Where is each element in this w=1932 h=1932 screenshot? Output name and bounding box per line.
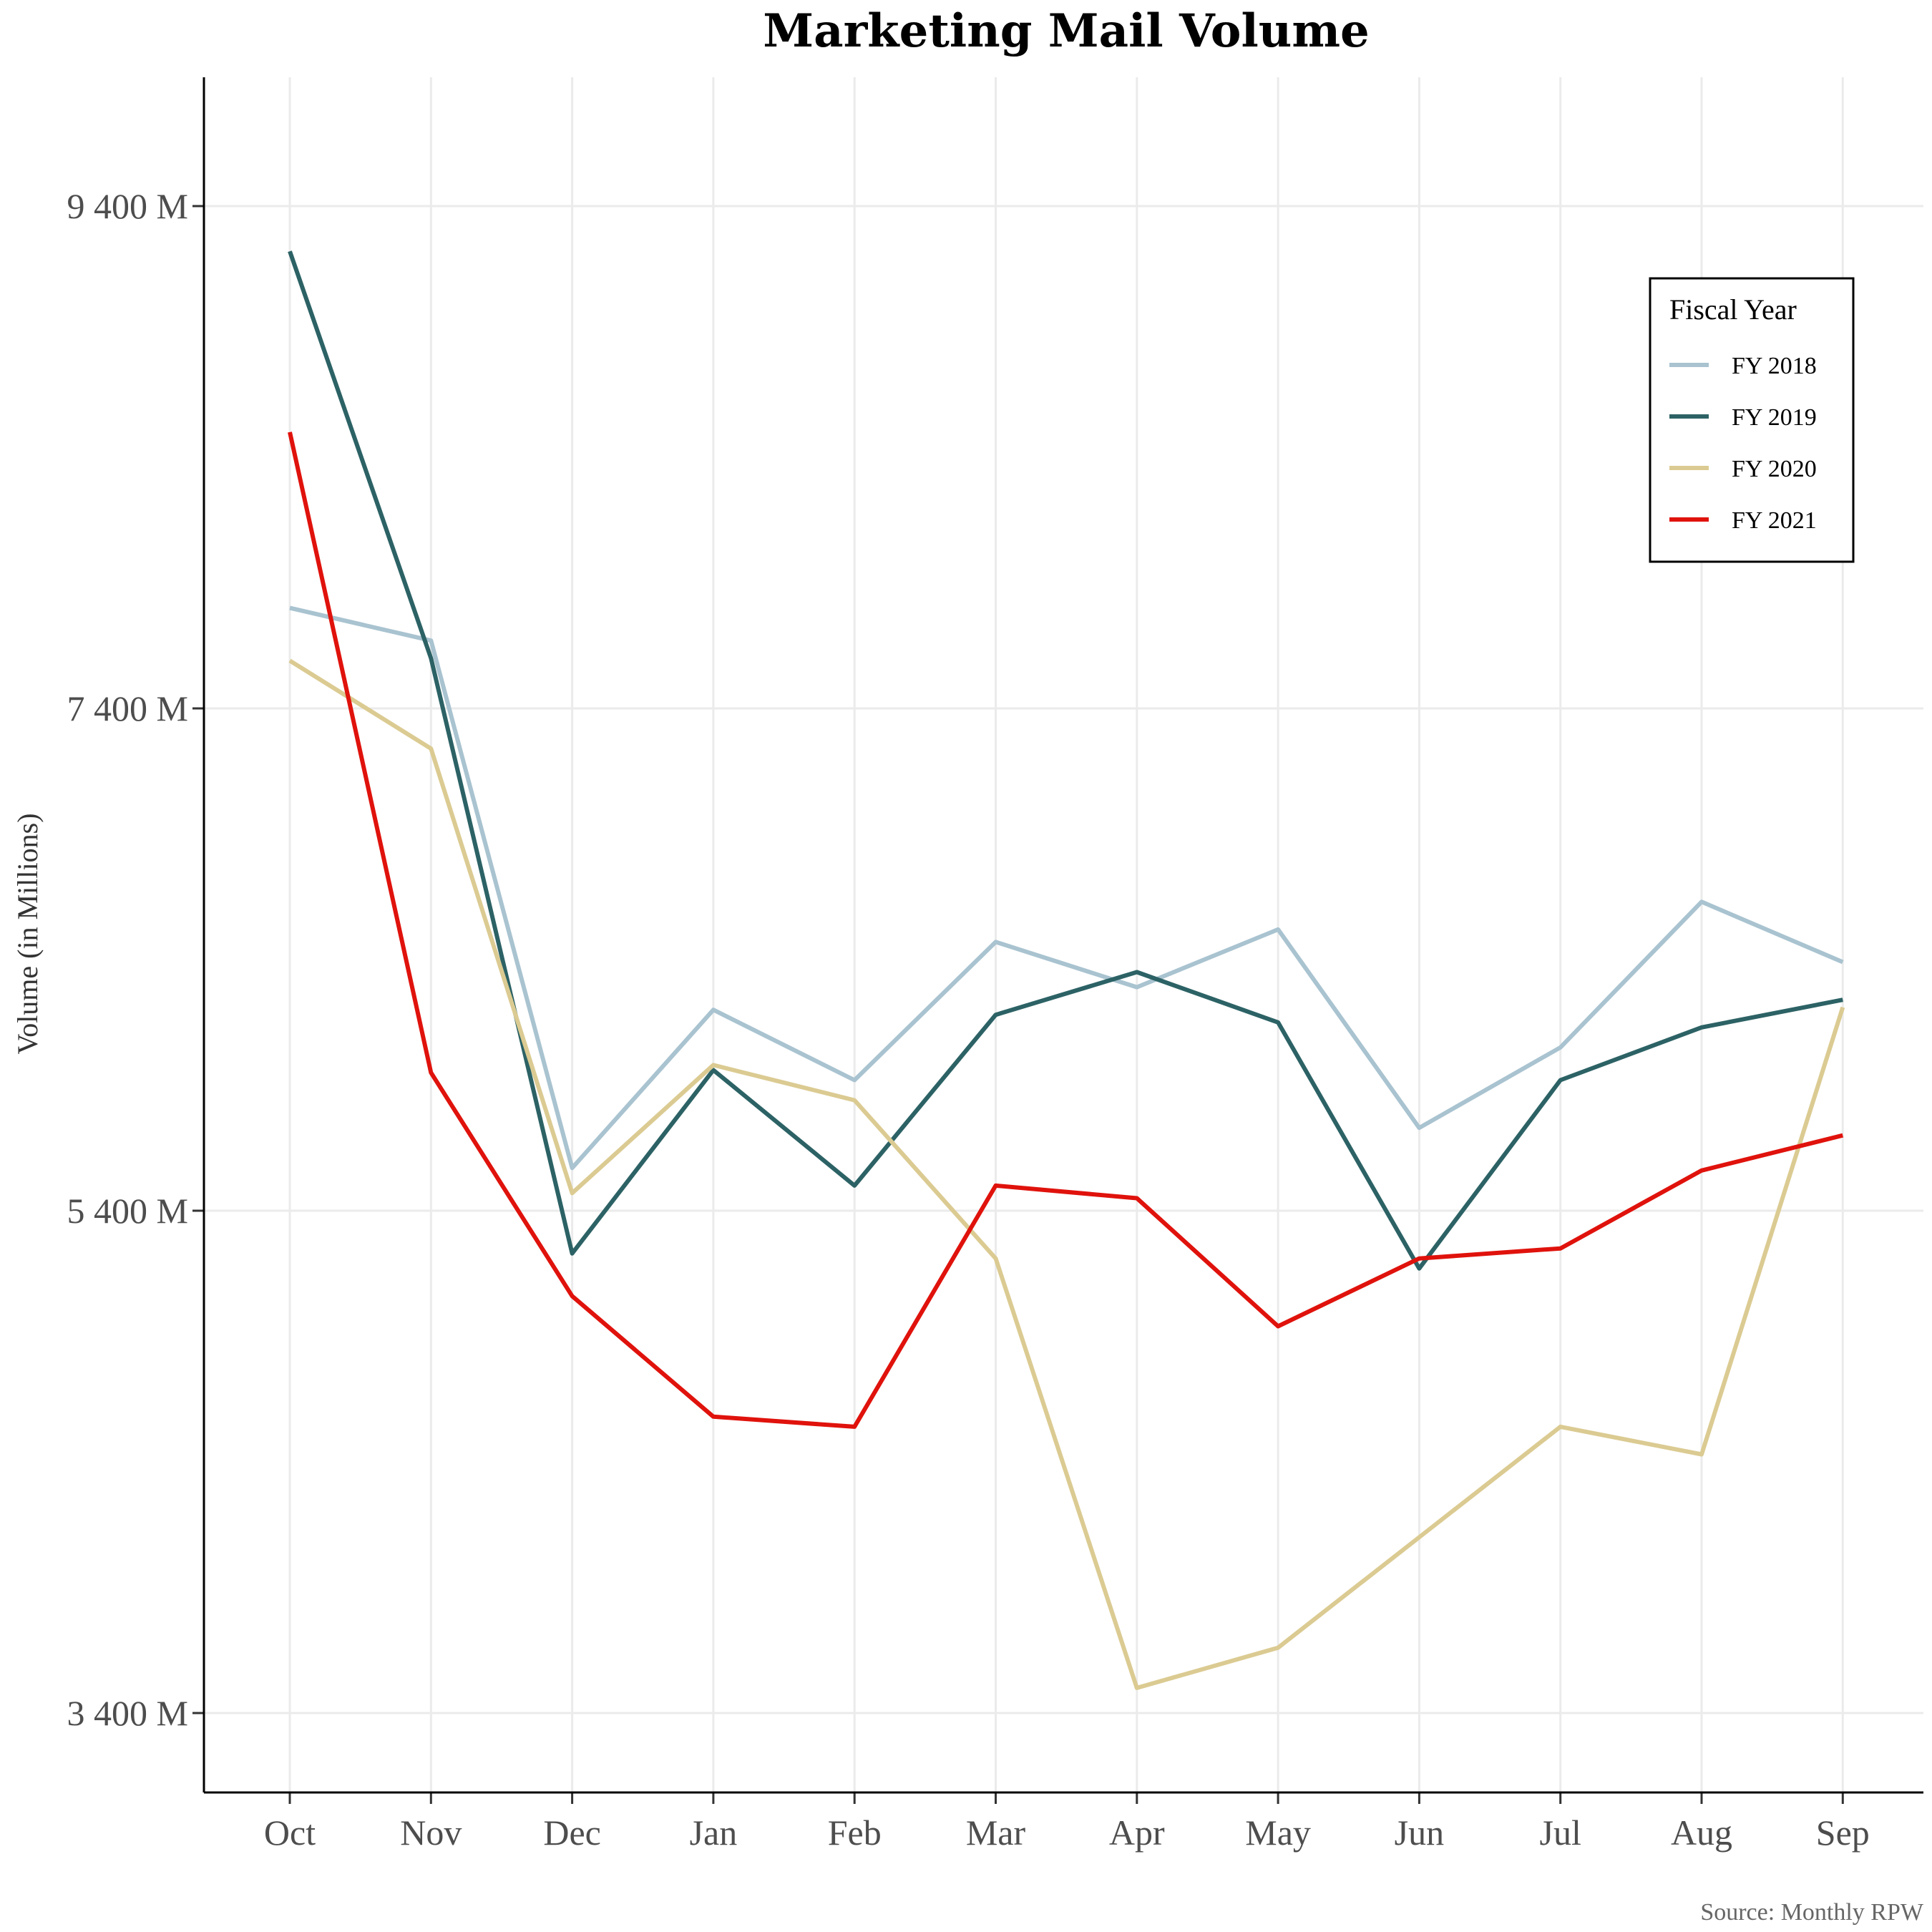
chart-title: Marketing Mail Volume	[763, 4, 1370, 58]
x-tick-label: Jul	[1540, 1813, 1581, 1853]
series-line-fy-2019	[288, 250, 1843, 1271]
x-tick-label: Apr	[1109, 1813, 1165, 1853]
x-tick-label: Mar	[966, 1813, 1026, 1853]
x-tick-label: Aug	[1671, 1813, 1732, 1853]
x-tick-label: Jan	[690, 1813, 738, 1853]
y-tick-label: 9 400 M	[67, 186, 188, 226]
legend-label-fy-2019: FY 2019	[1732, 404, 1817, 431]
series-line-fy-2018	[289, 605, 1844, 1171]
series-lines	[288, 250, 1845, 1690]
x-tick-label: May	[1245, 1813, 1311, 1853]
legend: Fiscal Year FY 2018 FY 2019 FY 2020 FY 2021	[1649, 277, 1855, 563]
x-tick-label: Dec	[543, 1813, 601, 1853]
legend-label-fy-2020: FY 2020	[1732, 456, 1817, 482]
x-tick-label: Jun	[1395, 1813, 1444, 1853]
y-tick-label: 3 400 M	[67, 1693, 188, 1733]
x-tick-label: Sep	[1816, 1813, 1870, 1853]
legend-title: Fiscal Year	[1669, 293, 1797, 326]
y-tick-label: 5 400 M	[67, 1191, 188, 1231]
legend-label-fy-2018: FY 2018	[1732, 353, 1817, 379]
legend-label-fy-2021: FY 2021	[1732, 507, 1817, 534]
y-tick-label: 7 400 M	[67, 688, 188, 728]
source-caption: Source: Monthly RPW	[1700, 1899, 1924, 1926]
x-tick-label: Nov	[400, 1813, 462, 1853]
x-tick-label: Oct	[264, 1813, 316, 1853]
series-line-fy-2021	[288, 431, 1844, 1429]
x-tick-label: Feb	[828, 1813, 882, 1853]
y-axis-title: Volume (in Millions)	[11, 813, 44, 1054]
grid	[204, 77, 1923, 1792]
axes: 3 400 M 5 400 M 7 400 M 9 400 M Oct Nov Dec Jan…	[67, 77, 1923, 1853]
legend-box	[1649, 277, 1855, 563]
series-line-fy-2020	[288, 658, 1845, 1690]
